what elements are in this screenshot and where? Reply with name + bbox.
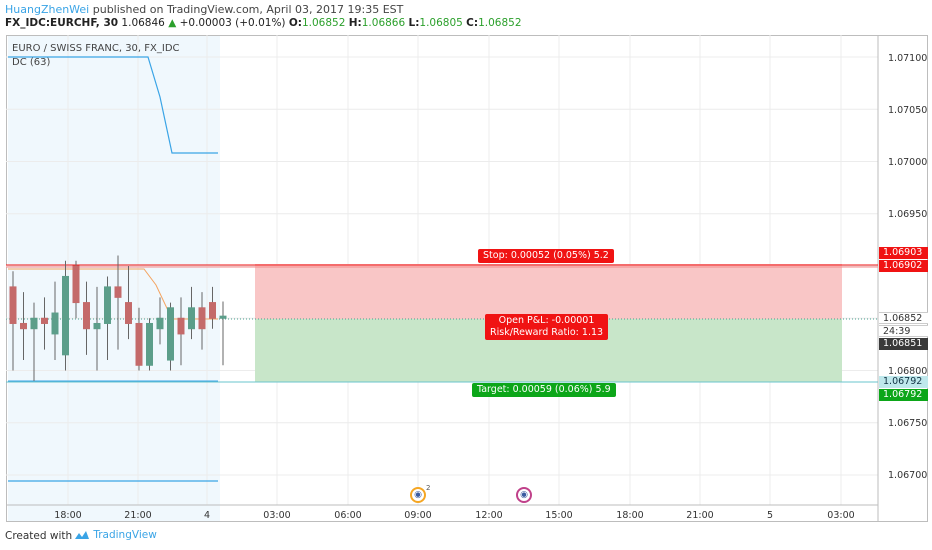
candle-body [41,317,48,324]
candle-body [9,286,17,324]
candle-body [30,317,38,330]
publish-info: HuangZhenWei published on TradingView.co… [5,3,403,16]
pl-badge[interactable]: Open P&L: -0.00001 Risk/Reward Ratio: 1.… [485,314,609,340]
candle-body [72,265,80,304]
time-tick: 21:00 [124,510,152,521]
time-tick: 06:00 [334,510,362,521]
open-label: O: [288,17,302,29]
event-count: 2 [426,484,431,492]
time-tick: 21:00 [686,510,714,521]
candle-body [219,315,227,319]
tradingview-logo[interactable]: TradingView [72,529,157,541]
candle-body [209,302,216,319]
high-label: H: [348,17,362,29]
history-shade [8,36,220,521]
stop-loss-zone [255,264,842,319]
candle-body [188,307,195,330]
close-value: 1.06852 [478,17,522,29]
candle-body [167,307,174,361]
high-value: 1.06866 [361,17,406,29]
candle-body [156,317,164,330]
symbol-name: FX_IDC:EURCHF, 30 [5,17,119,29]
author-link[interactable]: HuangZhenWei [5,3,90,16]
risk-reward-text: Risk/Reward Ratio: 1.13 [490,327,604,338]
price-tick: 1.06950 [888,209,928,220]
candlesticks [9,255,227,381]
low-label: L: [408,17,420,29]
candle-body [104,286,111,324]
time-tick: 18:00 [54,510,82,521]
price-tick: 1.07050 [888,105,928,116]
created-with-text: Created with [5,530,73,542]
stop-price-tag: 1.06903 [879,247,928,259]
candle-body [51,312,59,335]
target-price-tag: 1.06792 [879,389,928,401]
candle-body [62,275,69,356]
candle-body [114,286,122,298]
candle-body [135,322,143,366]
time-tick: 12:00 [475,510,503,521]
chart-header: HuangZhenWei published on TradingView.co… [0,0,932,32]
symbol-quote-bar: FX_IDC:EURCHF, 30 1.06846 ▲ +0.00003 (+0… [5,17,522,29]
chart-legend: EURO / SWISS FRANC, 30, FX_IDC DC (63) [12,42,180,70]
cloud-logo-icon [75,531,89,539]
candle-body [20,322,27,330]
candle-body [177,317,185,335]
economic-event-icon[interactable]: ◉ [516,487,532,503]
target-price-tag: 1.06792 [879,376,928,388]
last-price: 1.06846 [121,17,165,29]
time-tick: 03:00 [263,510,291,521]
bid-price-tag: 1.06851 [879,338,928,350]
symbol-description: EURO / SWISS FRANC, 30, FX_IDC [12,43,180,54]
candle-body [198,307,206,330]
price-tick: 1.06700 [888,470,928,481]
footer: Created with TradingView [0,527,932,550]
time-tick: 5 [766,510,774,521]
publish-date: published on TradingView.com, April 03, … [92,3,404,16]
price-tick: 1.07000 [888,157,928,168]
candle-body [93,322,101,330]
candle-body [83,302,90,330]
open-value: 1.06852 [301,17,346,29]
time-tick: 4 [203,510,211,521]
candle-body [146,322,153,366]
close-label: C: [466,17,479,29]
price-tick: 1.06800 [888,366,928,377]
donchian-middle [8,268,218,320]
open-pl-text: Open P&L: -0.00001 [498,315,595,326]
time-tick: 09:00 [404,510,432,521]
time-tick: 03:00 [827,510,855,521]
stop-price-tag: 1.06902 [879,260,928,272]
stop-badge[interactable]: Stop: 0.00052 (0.05%) 5.2 [478,249,614,263]
up-arrow-icon: ▲ [168,17,177,29]
indicator-label[interactable]: DC (63) [12,57,51,68]
price-tick: 1.06750 [888,418,928,429]
price-chart-canvas[interactable] [6,35,928,522]
current-price-tag: 1.06852 [879,312,928,324]
economic-event-icon[interactable]: ◉ [410,487,426,503]
target-badge[interactable]: Target: 0.00059 (0.06%) 5.9 [472,383,616,397]
time-tick: 15:00 [545,510,573,521]
price-tick: 1.07100 [888,53,928,64]
candle-body [125,302,132,324]
low-value: 1.06805 [419,17,463,29]
price-change: +0.00003 (+0.01%) [179,17,286,29]
donchian-upper [8,56,218,154]
time-tick: 18:00 [616,510,644,521]
bar-countdown-tag: 24:39 [879,325,928,337]
